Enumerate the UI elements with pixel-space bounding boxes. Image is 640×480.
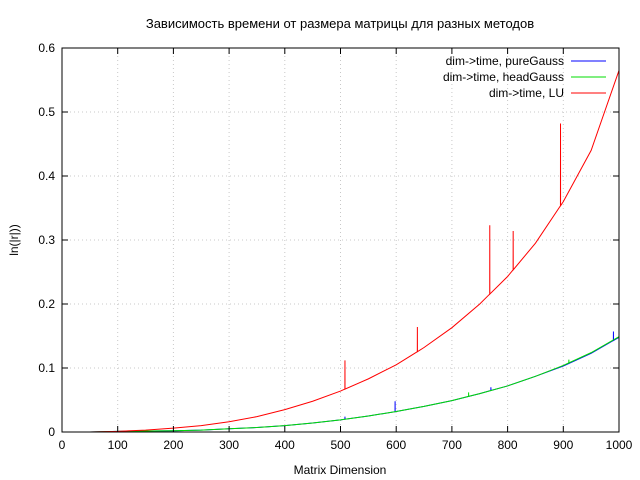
x-tick-label: 300 <box>219 438 239 452</box>
x-tick-label: 500 <box>330 438 350 452</box>
x-tick-label: 100 <box>108 438 128 452</box>
x-tick-label: 700 <box>442 438 462 452</box>
legend-label-2: dim->time, LU <box>489 86 564 100</box>
y-tick-label: 0.1 <box>38 361 55 375</box>
axis-ticks: 0 100 200 300 400 500 600 700 800 900 1000 0 0.1 0.2 0… <box>38 41 632 452</box>
series-line-1 <box>62 336 620 433</box>
x-tick-label: 0 <box>59 438 66 452</box>
legend-label-0: dim->time, pureGauss <box>446 54 564 68</box>
y-tick-label: 0.5 <box>38 105 55 119</box>
x-tick-label: 800 <box>498 438 518 452</box>
series-line-2 <box>62 70 620 433</box>
x-tick-label: 400 <box>275 438 295 452</box>
y-tick-label: 0.2 <box>38 297 55 311</box>
x-tick-label: 600 <box>386 438 406 452</box>
x-axis-label: Matrix Dimension <box>294 463 387 477</box>
y-tick-label: 0.4 <box>38 169 55 183</box>
y-tick-label: 0 <box>48 425 55 439</box>
x-tick-label: 200 <box>163 438 183 452</box>
legend-label-1: dim->time, headGauss <box>443 70 564 84</box>
grid <box>62 48 619 432</box>
y-tick-label: 0.6 <box>38 41 55 55</box>
chart-title: Зависимость времени от размера матрицы д… <box>146 16 534 31</box>
x-tick-label: 900 <box>553 438 573 452</box>
y-axis-label: ln(|r|)) <box>7 224 21 256</box>
legend: dim->time, pureGauss dim->time, headGauss… <box>443 54 606 100</box>
y-tick-label: 0.3 <box>38 233 55 247</box>
series-layer <box>62 70 620 433</box>
x-tick-label: 1000 <box>606 438 633 452</box>
